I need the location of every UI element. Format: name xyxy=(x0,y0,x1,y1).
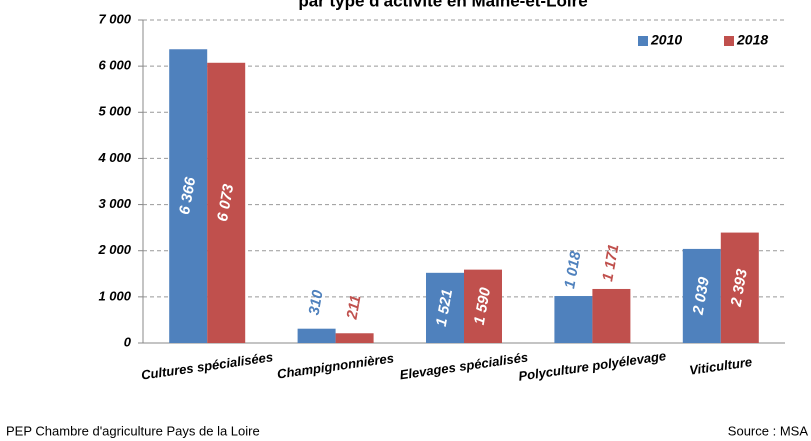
bar xyxy=(554,296,593,343)
bar xyxy=(335,333,374,343)
y-tick-label: 6 000 xyxy=(98,58,131,73)
value-label: 1 018 xyxy=(561,249,584,290)
y-tick-label: 1 000 xyxy=(98,288,131,303)
legend-swatch xyxy=(638,36,648,46)
x-tick-label: Polyculture polyélevage xyxy=(518,348,667,384)
y-tick-label: 7 000 xyxy=(98,11,131,26)
x-tick-label: Viticulture xyxy=(688,354,753,378)
value-label: 1 521 xyxy=(433,288,456,328)
bar xyxy=(682,248,721,343)
bar xyxy=(592,288,631,343)
footer-right: Source : MSA xyxy=(728,423,809,438)
value-label: 2 039 xyxy=(689,275,713,317)
bar xyxy=(169,49,208,343)
value-label: 310 xyxy=(306,288,327,316)
y-tick-label: 3 000 xyxy=(98,196,131,211)
y-tick-label: 4 000 xyxy=(97,150,131,165)
footer-left: PEP Chambre d'agriculture Pays de la Loi… xyxy=(6,423,260,438)
value-label: 6 073 xyxy=(214,182,237,223)
chart-title: par type d'activité en Maine-et-Loire xyxy=(298,0,587,10)
y-tick-label: 5 000 xyxy=(98,104,131,119)
bar xyxy=(207,62,246,344)
y-tick-label: 2 000 xyxy=(97,242,131,257)
bar xyxy=(426,272,464,343)
x-tick-label: Cultures spécialisées xyxy=(140,349,274,382)
legend-swatch xyxy=(724,36,734,46)
value-label: 1 590 xyxy=(471,286,494,327)
bar xyxy=(464,269,502,343)
y-tick-label: 0 xyxy=(124,334,132,349)
bar xyxy=(720,232,759,343)
value-label: 1 171 xyxy=(599,243,622,283)
value-label: 6 366 xyxy=(176,175,199,216)
value-label: 211 xyxy=(343,294,364,321)
legend-label: 2018 xyxy=(736,32,768,48)
x-tick-label: Champignonnières xyxy=(276,350,395,381)
bar xyxy=(297,328,336,343)
legend-label: 2010 xyxy=(650,32,682,48)
value-label: 2 393 xyxy=(727,267,751,309)
x-tick-label: Elevages spécialisés xyxy=(399,350,529,383)
